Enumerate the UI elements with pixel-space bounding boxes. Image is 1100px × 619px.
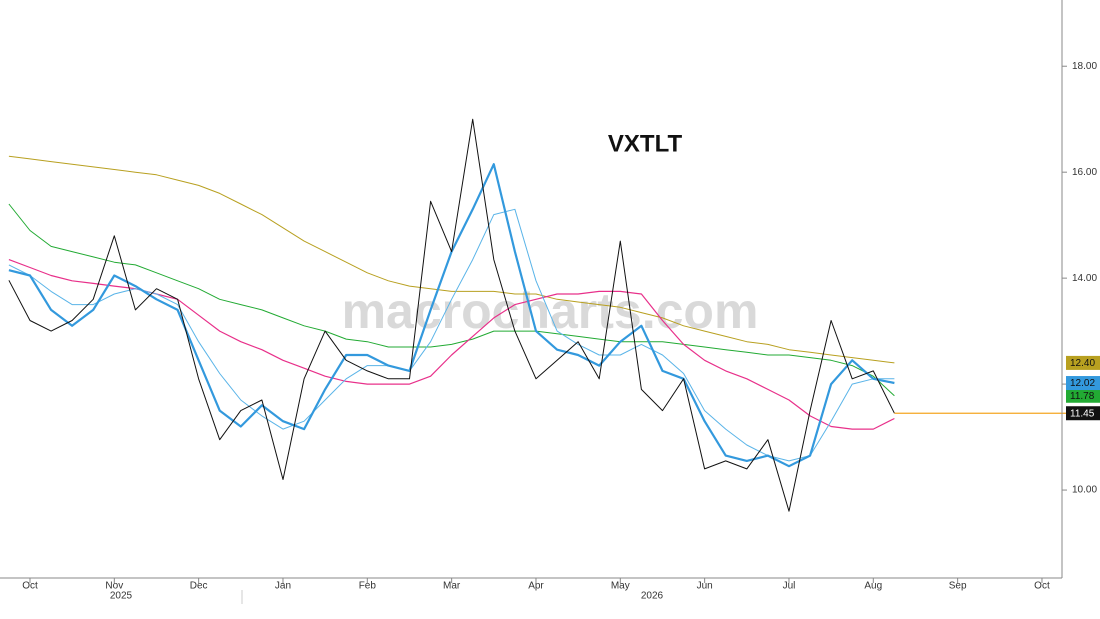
x-tick-label: Jul <box>783 581 796 592</box>
last-value-label: 12.40 <box>1070 358 1095 369</box>
x-tick-label: May <box>611 581 630 592</box>
x-tick-label: Sep <box>949 581 967 592</box>
x-tick-label: Oct <box>1034 581 1050 592</box>
last-value-label: 11.78 <box>1070 391 1095 402</box>
last-value-tag <box>1066 388 1100 403</box>
last-value-tag <box>1066 355 1100 370</box>
last-value-label: 12.02 <box>1070 378 1095 389</box>
last-value-tag <box>1066 406 1100 421</box>
series-line <box>8 208 895 462</box>
x-tick-label: Apr <box>528 581 544 592</box>
series-line <box>8 203 895 397</box>
x-tick-label: Aug <box>864 581 882 592</box>
x-tick-label: Nov <box>105 581 123 592</box>
y-tick-label: 14.00 <box>1072 273 1097 284</box>
chart-title: VXTLT <box>608 130 683 157</box>
last-value-label: 11.45 <box>1070 408 1095 419</box>
y-tick-label: 16.00 <box>1072 167 1097 178</box>
year-label: 2026 <box>641 591 664 602</box>
plot-area <box>8 118 1100 512</box>
x-tick-label: Feb <box>359 581 377 592</box>
y-tick-label: 18.00 <box>1072 61 1097 72</box>
year-label: 2025 <box>110 591 133 602</box>
x-tick-label: Jun <box>697 581 713 592</box>
y-tick-label: 10.00 <box>1072 485 1097 496</box>
x-tick-label: Dec <box>190 581 208 592</box>
last-value-tag <box>1066 376 1100 391</box>
watermark: macrocharts.com <box>342 283 759 339</box>
series-line <box>8 118 895 512</box>
x-tick-label: Mar <box>443 581 461 592</box>
x-tick-label: Jan <box>275 581 291 592</box>
x-tick-label: Oct <box>22 581 38 592</box>
series-line <box>8 155 895 364</box>
